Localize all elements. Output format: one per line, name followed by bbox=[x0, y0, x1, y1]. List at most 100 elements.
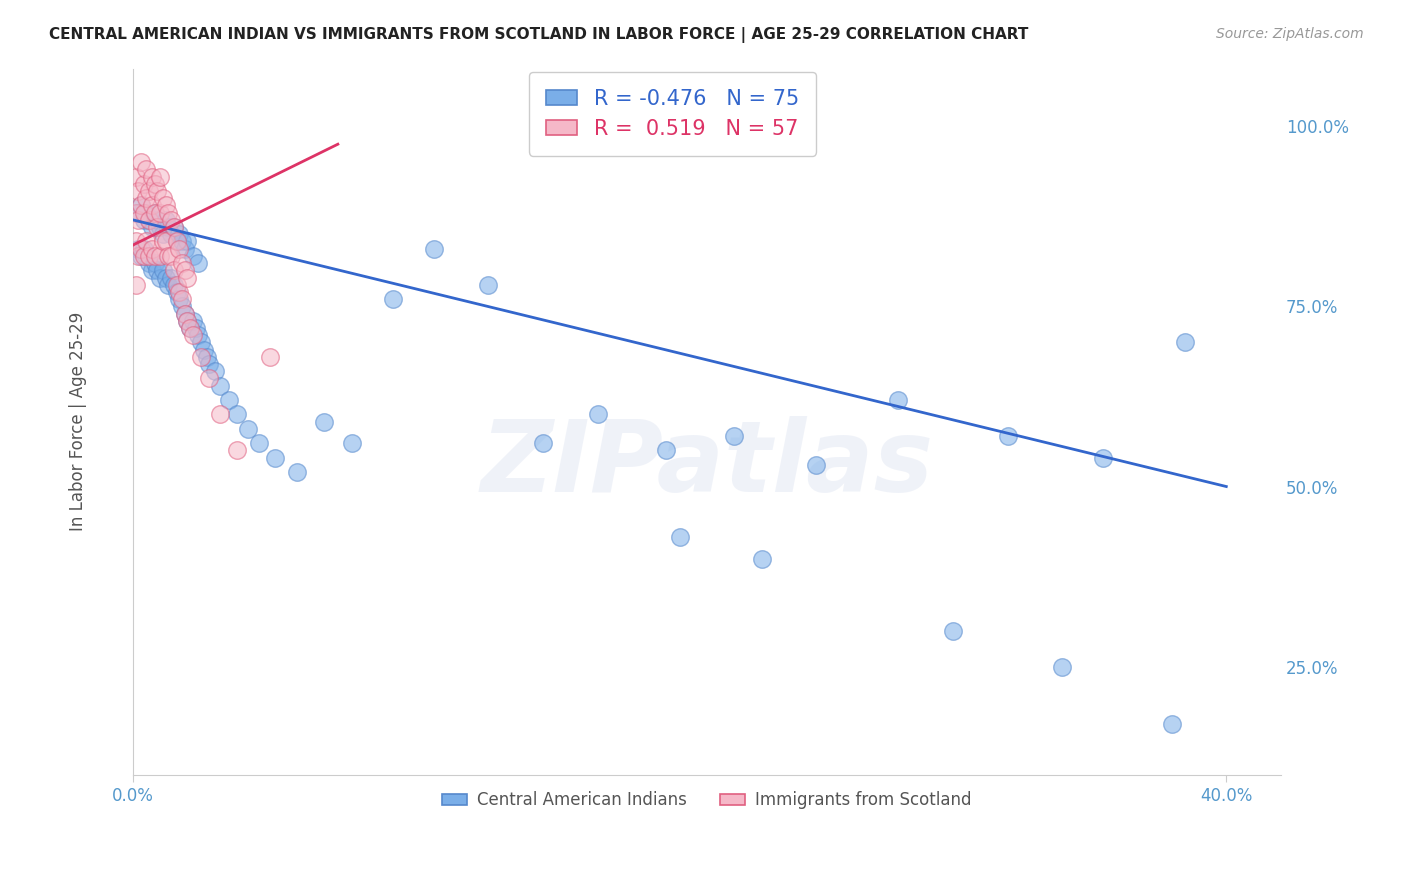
Point bbox=[531, 436, 554, 450]
Point bbox=[997, 429, 1019, 443]
Point bbox=[127, 249, 149, 263]
Point bbox=[176, 235, 198, 249]
Point bbox=[152, 227, 174, 242]
Point bbox=[181, 328, 204, 343]
Point bbox=[170, 256, 193, 270]
Point bbox=[198, 357, 221, 371]
Point bbox=[1160, 717, 1182, 731]
Point bbox=[209, 408, 232, 422]
Point bbox=[198, 371, 221, 385]
Point bbox=[141, 220, 163, 235]
Point bbox=[422, 242, 444, 256]
Point bbox=[129, 249, 152, 263]
Point bbox=[129, 198, 152, 212]
Point bbox=[132, 212, 155, 227]
Point bbox=[170, 292, 193, 306]
Point bbox=[141, 242, 163, 256]
Point bbox=[806, 458, 828, 472]
Point bbox=[173, 307, 195, 321]
Point bbox=[155, 235, 177, 249]
Text: Source: ZipAtlas.com: Source: ZipAtlas.com bbox=[1216, 27, 1364, 41]
Point bbox=[127, 212, 149, 227]
Point bbox=[143, 256, 166, 270]
Point bbox=[135, 235, 157, 249]
Point bbox=[135, 191, 157, 205]
Point bbox=[187, 256, 209, 270]
Point bbox=[160, 227, 183, 242]
Point bbox=[381, 292, 404, 306]
Point bbox=[166, 285, 188, 299]
Point bbox=[655, 443, 678, 458]
Point bbox=[163, 220, 186, 235]
Point bbox=[181, 314, 204, 328]
Point bbox=[166, 235, 188, 249]
Point bbox=[157, 277, 180, 292]
Point bbox=[314, 415, 336, 429]
Point bbox=[204, 364, 226, 378]
Point bbox=[127, 242, 149, 256]
Point bbox=[173, 263, 195, 277]
Point bbox=[149, 205, 172, 219]
Point bbox=[751, 551, 773, 566]
Point bbox=[723, 429, 745, 443]
Point bbox=[225, 443, 247, 458]
Point bbox=[225, 408, 247, 422]
Point bbox=[138, 212, 160, 227]
Point bbox=[127, 205, 149, 219]
Point bbox=[132, 249, 155, 263]
Point bbox=[138, 212, 160, 227]
Point bbox=[169, 242, 191, 256]
Point bbox=[141, 198, 163, 212]
Point bbox=[157, 205, 180, 219]
Point bbox=[141, 263, 163, 277]
Point bbox=[129, 155, 152, 169]
Point bbox=[135, 162, 157, 177]
Point bbox=[340, 436, 363, 450]
Point bbox=[236, 422, 259, 436]
Point bbox=[138, 249, 160, 263]
Point bbox=[170, 299, 193, 313]
Point bbox=[193, 343, 215, 357]
Point bbox=[141, 169, 163, 184]
Point bbox=[132, 242, 155, 256]
Point bbox=[181, 249, 204, 263]
Point bbox=[138, 256, 160, 270]
Point bbox=[170, 235, 193, 249]
Point bbox=[169, 227, 191, 242]
Point bbox=[129, 198, 152, 212]
Point bbox=[586, 408, 609, 422]
Point bbox=[176, 314, 198, 328]
Point bbox=[149, 249, 172, 263]
Point bbox=[209, 378, 232, 392]
Point bbox=[127, 184, 149, 198]
Point bbox=[264, 450, 287, 465]
Point bbox=[149, 270, 172, 285]
Point bbox=[163, 220, 186, 235]
Point bbox=[942, 624, 965, 638]
Y-axis label: In Labor Force | Age 25-29: In Labor Force | Age 25-29 bbox=[69, 312, 87, 532]
Point bbox=[160, 212, 183, 227]
Legend: Central American Indians, Immigrants from Scotland: Central American Indians, Immigrants fro… bbox=[436, 785, 979, 816]
Point bbox=[146, 263, 169, 277]
Point bbox=[1174, 335, 1197, 350]
Point bbox=[155, 270, 177, 285]
Point bbox=[155, 212, 177, 227]
Point bbox=[146, 184, 169, 198]
Point bbox=[152, 191, 174, 205]
Point bbox=[259, 350, 281, 364]
Point bbox=[184, 321, 207, 335]
Point bbox=[166, 235, 188, 249]
Point bbox=[668, 530, 690, 544]
Point bbox=[132, 205, 155, 219]
Point bbox=[285, 465, 308, 479]
Point bbox=[176, 270, 198, 285]
Point bbox=[179, 321, 201, 335]
Point bbox=[160, 270, 183, 285]
Point bbox=[187, 328, 209, 343]
Point bbox=[124, 205, 146, 219]
Point bbox=[218, 392, 240, 407]
Point bbox=[149, 220, 172, 235]
Point bbox=[179, 321, 201, 335]
Point bbox=[124, 277, 146, 292]
Point bbox=[155, 198, 177, 212]
